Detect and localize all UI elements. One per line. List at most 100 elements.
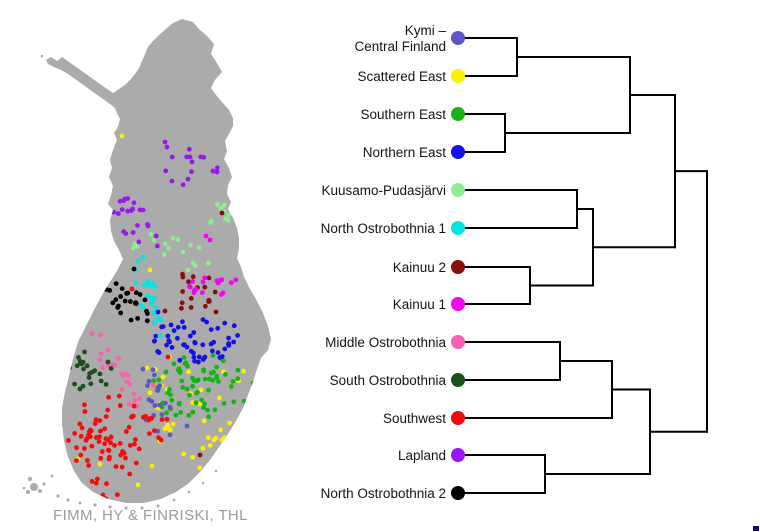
map-dot — [206, 275, 212, 281]
map-caption: FIMM, HY & FINRISKI, THL — [53, 507, 248, 524]
map-dot — [89, 331, 95, 337]
map-dot — [105, 347, 111, 353]
map-dot — [208, 218, 214, 224]
map-dot — [205, 435, 211, 441]
map-dot — [202, 401, 208, 407]
map-dot — [86, 375, 92, 380]
map-dots-kainuu1 — [187, 233, 239, 467]
island-speck — [124, 506, 128, 510]
map-dot — [217, 355, 223, 360]
leaf-label-kymi: Kymi – — [405, 23, 447, 38]
map-dot — [162, 139, 168, 145]
map-dot — [127, 299, 133, 304]
map-dot — [210, 348, 215, 354]
map-dot — [157, 333, 163, 339]
map-dot — [202, 275, 208, 281]
map-dot — [133, 460, 139, 466]
map-dot — [226, 335, 232, 341]
map-dot — [190, 409, 196, 415]
map-dot — [160, 374, 166, 380]
map-dot — [153, 333, 159, 339]
map-dot — [115, 305, 121, 310]
map-dot — [93, 480, 99, 486]
map-dot — [135, 258, 141, 264]
island-speck — [201, 481, 205, 485]
map-dot — [208, 327, 214, 332]
map-dot — [98, 332, 104, 338]
map-dot — [145, 383, 150, 389]
map-dot — [207, 376, 213, 382]
map-dot — [77, 421, 83, 427]
island-speck — [38, 489, 42, 493]
map-dot — [126, 401, 132, 407]
map-dot — [135, 482, 141, 488]
leaf-label-middle_ostro: Middle Ostrobothnia — [325, 335, 446, 350]
leaf-dot-south_ostro — [451, 373, 465, 387]
island-speck — [214, 469, 218, 473]
map-dot — [82, 349, 87, 355]
map-dot — [102, 441, 108, 447]
map-dot — [186, 369, 192, 375]
map-dot — [125, 372, 131, 378]
map-dot — [151, 237, 157, 243]
map-dot — [153, 305, 159, 311]
map-dot — [113, 464, 119, 469]
map-dot — [152, 320, 158, 326]
map-dot — [118, 310, 124, 316]
map-dot — [162, 308, 168, 314]
map-dot — [235, 367, 241, 373]
island-speck — [108, 505, 112, 509]
map-dot — [175, 324, 181, 330]
map-dot — [147, 390, 153, 396]
map-dot — [133, 280, 139, 286]
map-dots-no2 — [101, 266, 150, 324]
map-dot — [203, 303, 208, 309]
map-dot — [156, 350, 162, 356]
map-dot — [205, 407, 210, 413]
map-dot — [180, 249, 186, 255]
map-dot — [93, 417, 99, 423]
map-dot — [121, 450, 127, 456]
map-dot — [182, 342, 187, 348]
map-dot — [184, 386, 190, 392]
map-dot — [78, 433, 84, 439]
map-dot — [150, 297, 156, 302]
map-dot — [169, 154, 175, 160]
map-dot — [226, 212, 231, 218]
map-dot — [130, 245, 136, 251]
map-dot — [210, 353, 216, 358]
map-dot — [235, 333, 241, 338]
map-dot — [140, 366, 146, 372]
map-dot — [200, 445, 206, 451]
map-dot — [230, 379, 236, 384]
map-dot — [191, 290, 197, 296]
archipelago-islands — [22, 54, 218, 510]
map-dot — [185, 267, 191, 273]
map-dot — [185, 176, 191, 182]
map-dot — [215, 325, 221, 331]
map-dot — [119, 464, 125, 470]
map-dots-lapland — [111, 139, 220, 249]
map-dots-middle_ostro — [89, 331, 156, 409]
map-dot — [214, 278, 220, 284]
island-speck — [78, 501, 82, 505]
map-dot — [170, 421, 176, 427]
island-speck — [27, 476, 33, 482]
map-dot — [192, 358, 198, 364]
map-dot — [139, 303, 145, 309]
map-dot — [98, 428, 103, 434]
map-dot — [170, 235, 176, 241]
map-dot — [218, 292, 224, 297]
sample-dots — [49, 133, 258, 503]
map-dot — [190, 274, 196, 280]
map-dot — [103, 436, 109, 441]
map-dot — [132, 397, 138, 403]
map-dot — [124, 379, 130, 384]
map-dot — [235, 376, 241, 381]
map-dot — [199, 397, 205, 403]
map-dot — [164, 144, 170, 150]
map-dot — [167, 432, 173, 438]
map-dot — [241, 368, 246, 374]
map-dot — [82, 446, 87, 451]
